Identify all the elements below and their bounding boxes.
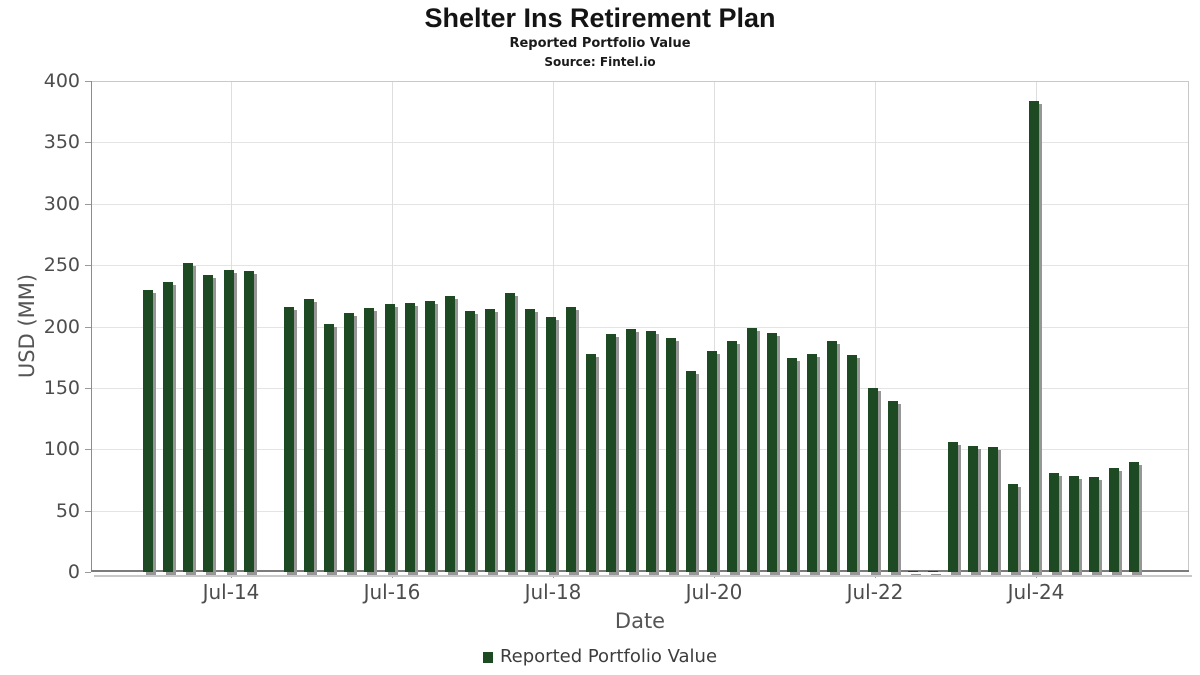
x-tick-label: Jul-24 <box>1007 580 1065 604</box>
bar-Jun-23[interactable] <box>948 442 958 572</box>
y-tick-mark <box>85 142 91 143</box>
bar-Dec-20[interactable] <box>747 328 757 572</box>
bar-Sep-23[interactable] <box>968 446 978 572</box>
bar-Mar-16[interactable] <box>364 308 374 572</box>
bar-Jun-25[interactable] <box>1109 468 1119 572</box>
y-tick-mark <box>85 265 91 266</box>
y-tick-label: 100 <box>43 438 80 460</box>
y-tick-label: 150 <box>43 377 80 399</box>
bar-Jun-17[interactable] <box>465 311 475 572</box>
plot-border-right <box>1188 81 1189 572</box>
chart-source: Source: Fintel.io <box>544 55 656 69</box>
bar-Mar-14[interactable] <box>203 275 213 572</box>
bar-Mar-18[interactable] <box>525 309 535 572</box>
bar-Sep-22[interactable] <box>888 401 898 572</box>
x-grid-line <box>875 81 876 572</box>
bar-Jun-22[interactable] <box>868 388 878 572</box>
bar-Dec-13[interactable] <box>183 263 193 572</box>
bar-Dec-18[interactable] <box>586 354 596 572</box>
bar-Jun-16[interactable] <box>385 304 395 572</box>
chart-title: Shelter Ins Retirement Plan <box>424 3 776 33</box>
bar-Dec-16[interactable] <box>425 301 435 572</box>
x-axis-title: Date <box>614 609 666 633</box>
bar-Sep-13[interactable] <box>163 282 173 572</box>
y-tick-mark <box>85 204 91 205</box>
x-axis-shadow-line <box>94 575 1192 577</box>
legend[interactable]: Reported Portfolio Value <box>0 645 1200 669</box>
x-tick-label: Jul-20 <box>685 580 743 604</box>
x-tick-label: Jul-14 <box>202 580 260 604</box>
bar-Sep-20[interactable] <box>727 341 737 572</box>
legend-swatch-reported-portfolio-value <box>482 651 493 663</box>
bar-Mar-17[interactable] <box>445 296 455 572</box>
bar-Jun-18[interactable] <box>546 317 556 572</box>
y-tick-mark <box>85 572 91 573</box>
x-tick-label: Jul-22 <box>846 580 904 604</box>
bar-Sep-24[interactable] <box>1049 473 1059 572</box>
y-grid-line <box>91 388 1189 389</box>
y-tick-label: 350 <box>43 131 80 153</box>
bar-Dec-24[interactable] <box>1069 476 1079 572</box>
plot-area <box>91 81 1192 577</box>
bar-Sep-17[interactable] <box>485 309 495 572</box>
y-grid-line <box>91 449 1189 450</box>
bar-Dec-21[interactable] <box>827 341 837 572</box>
bar-Mar-24[interactable] <box>1008 484 1018 572</box>
bar-Jun-15[interactable] <box>304 299 314 572</box>
y-tick-label: 0 <box>67 561 80 583</box>
y-grid-line <box>91 142 1189 143</box>
y-tick-mark <box>85 449 91 450</box>
y-grid-line <box>91 265 1189 266</box>
bar-Jun-13[interactable] <box>143 290 153 572</box>
bar-Sep-14[interactable] <box>244 271 254 572</box>
chart-subtitle: Reported Portfolio Value <box>509 36 691 51</box>
y-grid-line <box>91 204 1189 205</box>
y-tick-mark <box>85 81 91 82</box>
y-tick-mark <box>85 511 91 512</box>
bar-Dec-15[interactable] <box>344 313 354 572</box>
bar-Jun-24[interactable] <box>1029 101 1039 572</box>
bar-Sep-25[interactable] <box>1129 462 1139 572</box>
bar-Dec-19[interactable] <box>666 338 676 572</box>
bar-Sep-15[interactable] <box>324 324 334 572</box>
bar-Sep-19[interactable] <box>646 331 656 572</box>
y-tick-label: 50 <box>55 500 80 522</box>
y-grid-line <box>91 327 1189 328</box>
bar-Mar-15[interactable] <box>284 307 294 572</box>
x-tick-label: Jul-18 <box>524 580 582 604</box>
bar-Mar-23[interactable] <box>928 571 938 572</box>
bar-Jun-19[interactable] <box>626 329 636 572</box>
x-tick-label: Jul-16 <box>363 580 421 604</box>
bar-Sep-21[interactable] <box>807 354 817 572</box>
bar-Dec-23[interactable] <box>988 447 998 572</box>
x-axis-line <box>91 570 1189 572</box>
x-grid-line <box>714 81 715 572</box>
bar-Sep-16[interactable] <box>405 303 415 572</box>
bar-Mar-25[interactable] <box>1089 477 1099 572</box>
y-tick-label: 200 <box>43 316 80 338</box>
bar-Jun-21[interactable] <box>787 358 797 572</box>
bar-Jun-20[interactable] <box>707 351 717 572</box>
bar-Sep-18[interactable] <box>566 307 576 572</box>
legend-label: Reported Portfolio Value <box>499 646 718 667</box>
bar-Mar-19[interactable] <box>606 334 616 572</box>
y-grid-line <box>91 511 1189 512</box>
bar-Mar-21[interactable] <box>767 333 777 572</box>
plot-border-top <box>91 81 1189 82</box>
y-tick-mark <box>85 388 91 389</box>
bar-Dec-17[interactable] <box>505 293 515 572</box>
y-tick-label: 250 <box>43 254 80 276</box>
y-tick-label: 300 <box>43 193 80 215</box>
bar-Mar-22[interactable] <box>847 355 857 572</box>
bar-Jun-14[interactable] <box>224 270 234 572</box>
y-tick-mark <box>85 327 91 328</box>
y-tick-label: 400 <box>43 70 80 92</box>
bar-Mar-20[interactable] <box>686 371 696 572</box>
y-axis-line <box>91 81 92 572</box>
bar-Dec-22[interactable] <box>908 571 918 572</box>
